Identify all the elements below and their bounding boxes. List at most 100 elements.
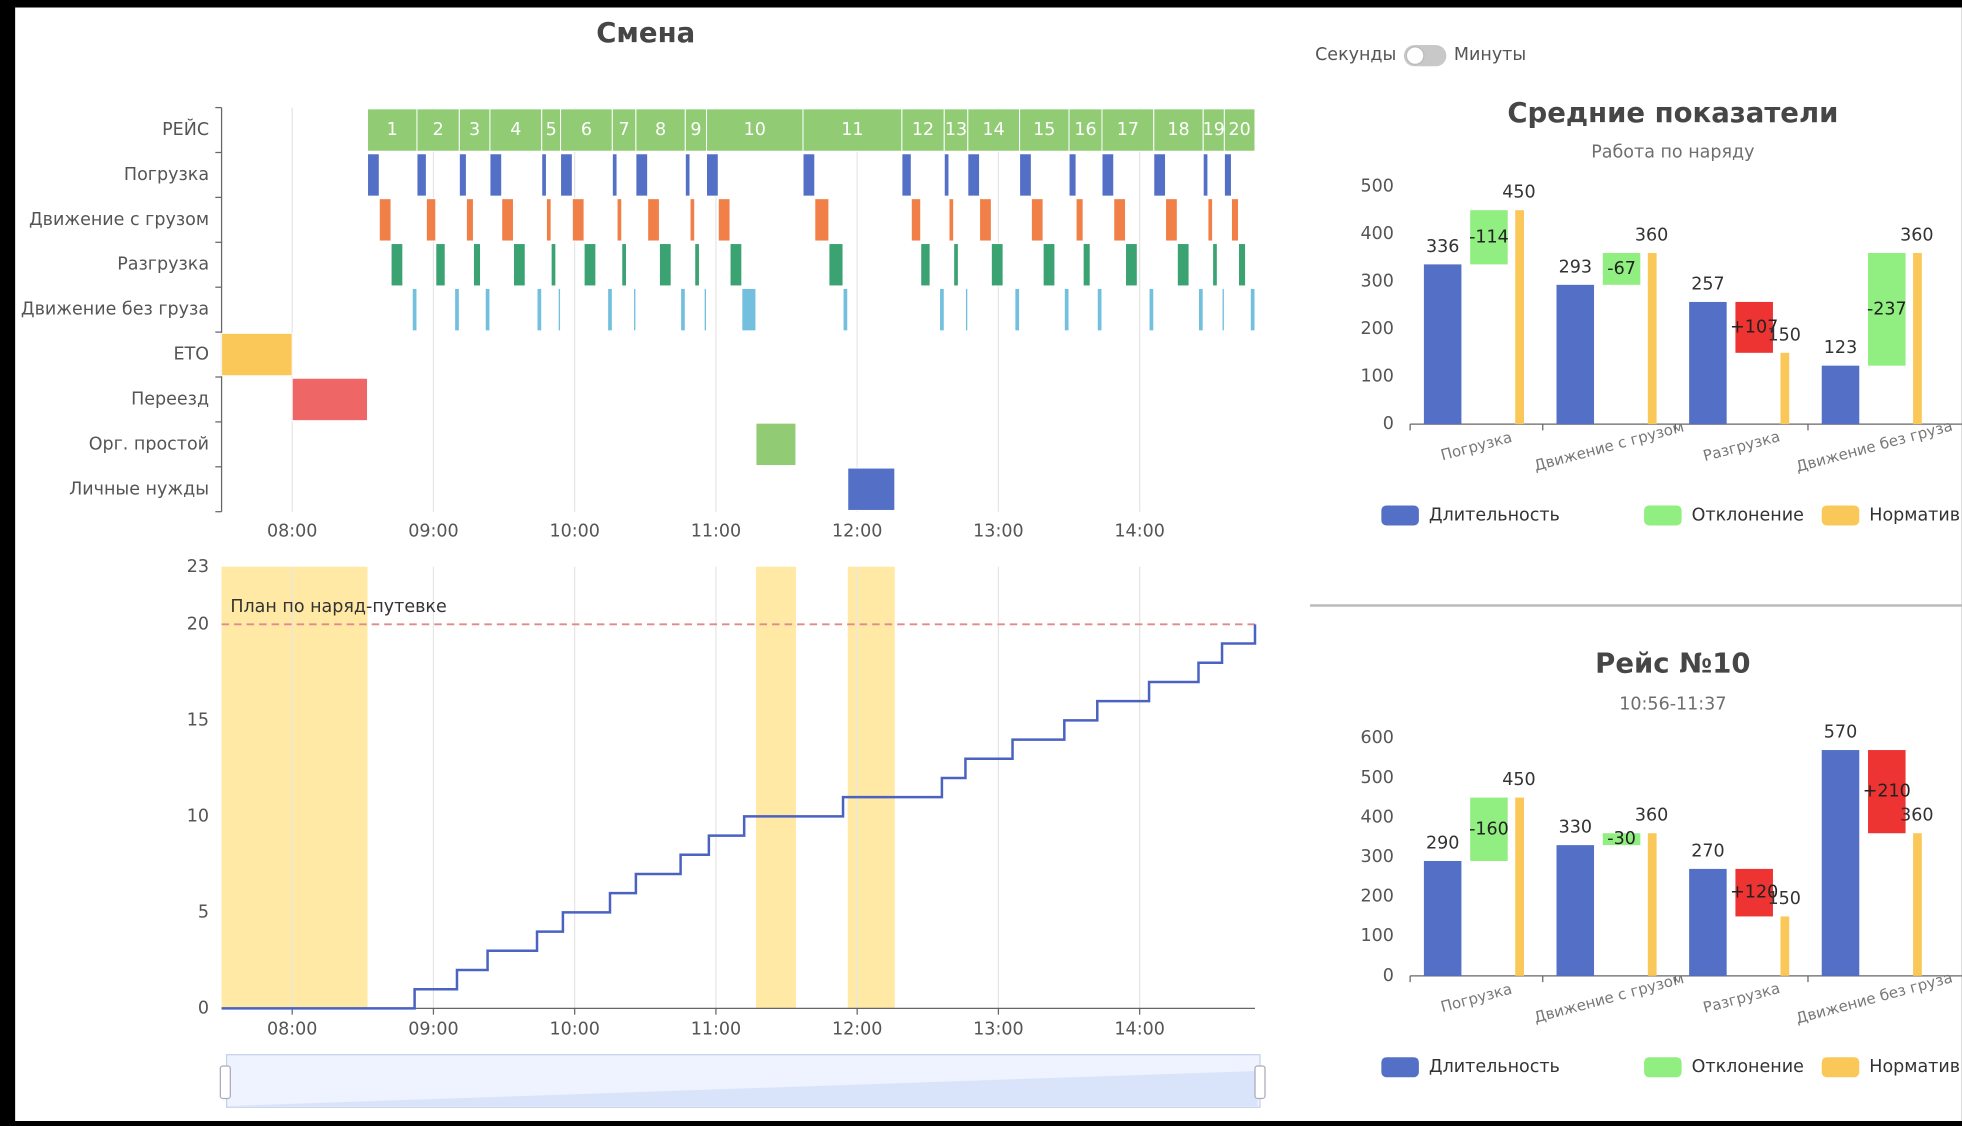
gantt-bar [550,243,557,287]
trip-label: 1 [387,120,398,140]
trip-label: 20 [1229,120,1251,140]
y-tick-label: 300 [1360,847,1393,867]
gantt-bar [755,422,797,467]
gantt-bar [541,153,547,197]
bar [1423,264,1462,425]
bar [1821,750,1860,976]
gantt-bar [1207,198,1214,242]
bar [1689,868,1727,976]
toggle[interactable]: Секунды Минуты [1315,45,1526,67]
x-tick-label: 14:00 [1114,522,1164,542]
gantt-bar [901,108,945,152]
trip-label: 15 [1033,120,1055,140]
gantt-bar [729,243,743,287]
norm-value-label: 360 [1900,806,1933,826]
gantt-bar [1042,243,1056,287]
gantt-bar [635,108,686,152]
legend-label: Отклонение [1692,1057,1804,1077]
gantt-bar [458,108,491,152]
deviation-label: -160 [1469,819,1509,839]
legend-label: Отклонение [1692,505,1804,525]
toggle-knob[interactable] [1405,46,1425,66]
deviation-label: +120 [1730,883,1778,903]
gantt-bar [1101,108,1155,152]
gantt-bar [703,287,708,332]
gantt-bar [1101,153,1115,197]
y-tick-label: 20 [187,614,209,634]
gantt-bar [647,198,660,242]
deviation-label: -237 [1867,299,1907,319]
x-tick-label: 09:00 [408,522,458,542]
gantt-bar [635,153,649,197]
gantt-bar [465,198,474,242]
gantt-bar [435,243,446,287]
norm-value-label: 360 [1635,806,1668,826]
gantt-bar [964,287,969,332]
gantt-bar [1075,198,1084,242]
chart-subtitle: 10:56-11:37 [1619,694,1726,714]
zoom-slider[interactable] [219,1054,1266,1108]
trip-label: 16 [1074,120,1096,140]
row-label: Личные нужды [69,479,209,499]
chart-title: Смена [596,17,695,49]
gantt-bar [717,198,731,242]
y-tick-label: 0 [1383,966,1394,986]
gantt-bar [920,243,931,287]
gantt-bar [658,243,672,287]
gantt-bar [291,377,369,422]
gantt-bar [741,287,757,332]
bar [1556,284,1595,425]
norm-value-label: 450 [1502,183,1535,203]
gantt-bar [689,198,696,242]
trip-label: 5 [546,120,557,140]
deviation-bar [1868,252,1906,366]
y-tick-label: 400 [1360,224,1393,244]
trip-label: 9 [690,120,701,140]
x-tick-label: 13:00 [973,1020,1023,1040]
trip-label: 14 [983,120,1005,140]
gantt-bar [802,153,816,197]
trip-label: 11 [841,120,863,140]
gantt-bar [1019,153,1032,197]
deviation-bar [1470,797,1508,861]
y-tick-label: 23 [187,557,209,577]
gantt-bar [1030,198,1044,242]
legend-label: Длительность [1429,505,1560,525]
norm-value-label: 360 [1635,225,1668,245]
gantt-bar [1068,153,1077,197]
gantt-bar [454,287,460,332]
row-label: ЕТО [174,345,210,365]
gantt-bar [1176,243,1190,287]
legend-label: Норматив [1869,505,1960,525]
slider-handle-right[interactable] [1254,1065,1266,1100]
y-tick-label: 300 [1360,272,1393,292]
legend-swatch [1381,1057,1419,1078]
legend-swatch [1381,505,1419,526]
bar-value-label: 330 [1559,818,1592,838]
idle-band [755,566,796,1009]
y-tick-label: 600 [1360,728,1393,748]
gantt-bar [607,287,613,332]
gantt-bar [416,153,427,197]
gantt-bar [901,153,912,197]
gantt-bar [943,153,950,197]
deviation-label: +210 [1863,782,1911,802]
norm-bar [1913,833,1922,976]
bar [1821,365,1860,425]
x-tick-label: 10:00 [549,522,599,542]
gantt-bar [939,287,945,332]
x-tick-label: 09:00 [408,1020,458,1040]
gantt-bar [1165,198,1178,242]
gantt-bar [1125,243,1138,287]
norm-bar [1913,252,1922,425]
bar-value-label: 123 [1824,338,1857,358]
gantt-bar [1223,153,1232,197]
x-tick-label: 11:00 [691,522,741,542]
y-tick-label: 500 [1360,176,1393,196]
y-tick-label: 500 [1360,768,1393,788]
plan-label: План по наряд-путевке [230,597,446,617]
slider-handle-left[interactable] [219,1065,231,1100]
toggle-right-label: Минуты [1454,45,1526,65]
gantt-bar [967,153,981,197]
